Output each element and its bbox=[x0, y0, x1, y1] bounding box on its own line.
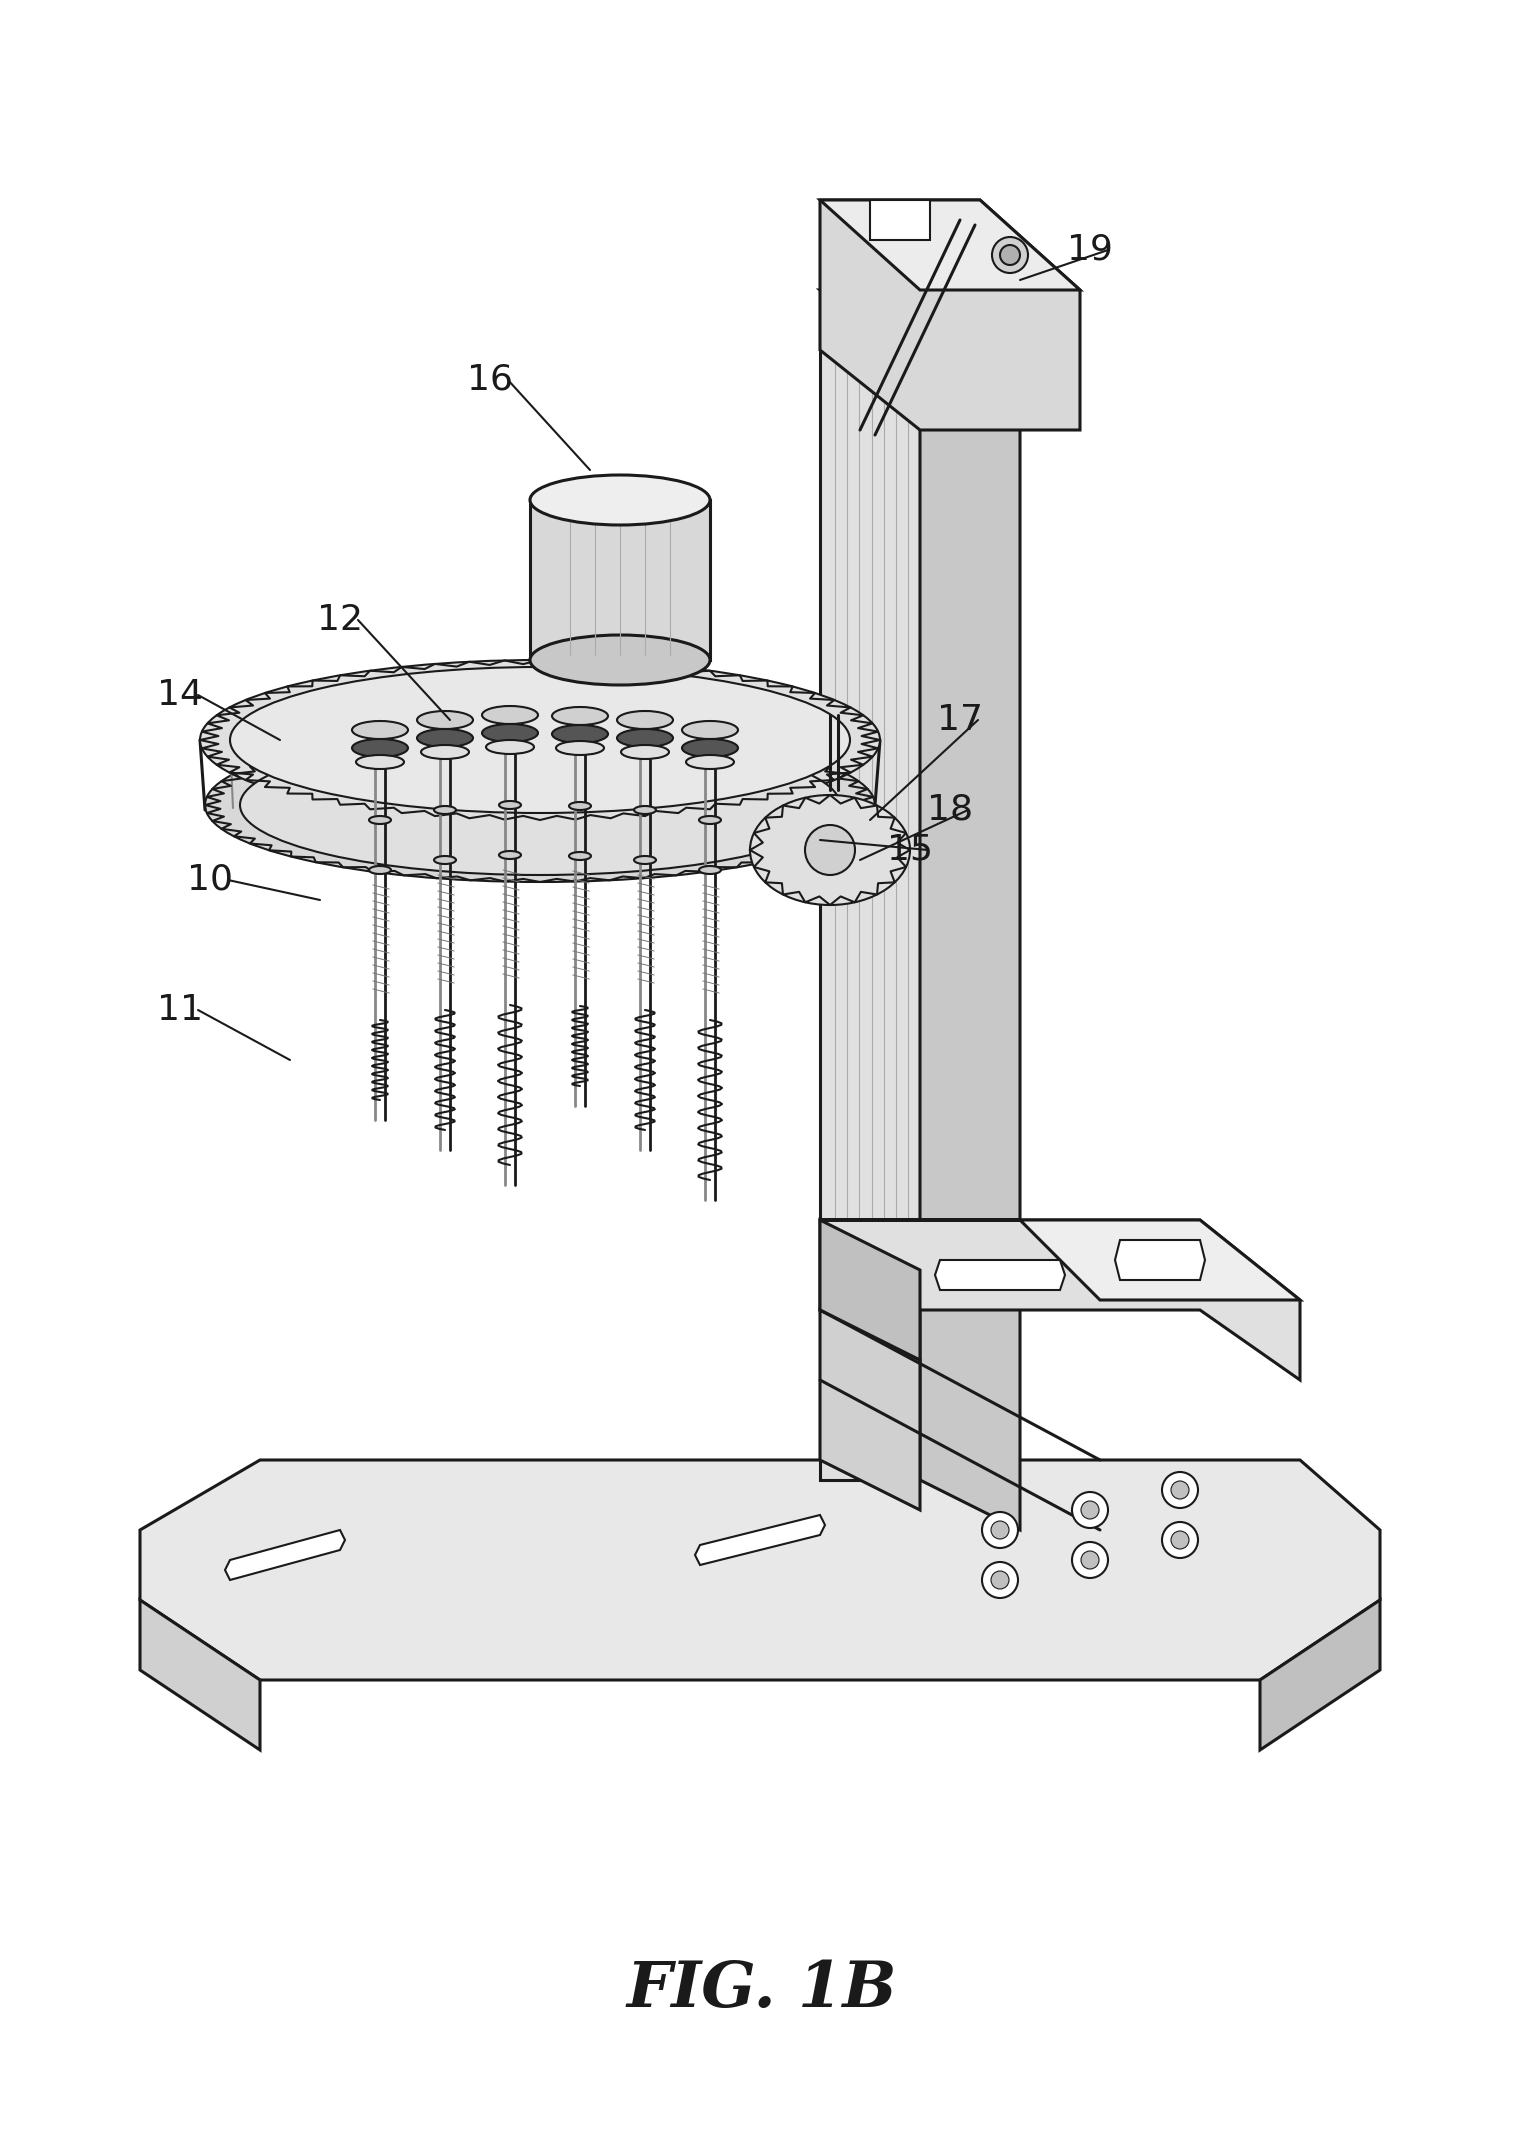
Text: 11: 11 bbox=[157, 992, 203, 1026]
Text: 16: 16 bbox=[466, 363, 514, 398]
Text: FIG. 1B: FIG. 1B bbox=[626, 1958, 898, 2020]
Polygon shape bbox=[870, 201, 930, 239]
Polygon shape bbox=[820, 201, 1081, 291]
Ellipse shape bbox=[352, 721, 408, 740]
Circle shape bbox=[1081, 1550, 1099, 1569]
Ellipse shape bbox=[686, 755, 735, 770]
Text: 15: 15 bbox=[887, 834, 933, 868]
Ellipse shape bbox=[620, 744, 669, 759]
Polygon shape bbox=[140, 1599, 261, 1751]
Ellipse shape bbox=[530, 635, 710, 684]
Circle shape bbox=[991, 1571, 1009, 1589]
Ellipse shape bbox=[683, 721, 738, 740]
Ellipse shape bbox=[200, 661, 879, 821]
Ellipse shape bbox=[530, 475, 710, 526]
Ellipse shape bbox=[352, 740, 408, 757]
Ellipse shape bbox=[683, 740, 738, 757]
Polygon shape bbox=[820, 1311, 920, 1509]
Ellipse shape bbox=[568, 853, 591, 859]
Text: 14: 14 bbox=[157, 678, 203, 712]
Polygon shape bbox=[140, 1460, 1381, 1680]
Circle shape bbox=[1081, 1501, 1099, 1518]
Polygon shape bbox=[820, 1221, 1300, 1379]
Ellipse shape bbox=[418, 712, 472, 729]
Ellipse shape bbox=[634, 806, 655, 815]
Ellipse shape bbox=[418, 729, 472, 746]
Ellipse shape bbox=[498, 851, 521, 859]
Ellipse shape bbox=[634, 855, 655, 864]
Circle shape bbox=[1071, 1541, 1108, 1578]
Polygon shape bbox=[1260, 1599, 1381, 1751]
Ellipse shape bbox=[482, 725, 538, 742]
Polygon shape bbox=[820, 1221, 1300, 1300]
Circle shape bbox=[1071, 1492, 1108, 1529]
Ellipse shape bbox=[434, 806, 456, 815]
Ellipse shape bbox=[357, 755, 404, 770]
Polygon shape bbox=[820, 201, 1081, 430]
Ellipse shape bbox=[421, 744, 469, 759]
Circle shape bbox=[1170, 1531, 1189, 1550]
Circle shape bbox=[1161, 1471, 1198, 1507]
Ellipse shape bbox=[369, 817, 392, 823]
Circle shape bbox=[1170, 1482, 1189, 1499]
Text: 19: 19 bbox=[1067, 233, 1113, 267]
Ellipse shape bbox=[556, 742, 604, 755]
Ellipse shape bbox=[434, 855, 456, 864]
Circle shape bbox=[1161, 1522, 1198, 1559]
Ellipse shape bbox=[750, 795, 910, 904]
Ellipse shape bbox=[552, 725, 608, 744]
Circle shape bbox=[1000, 246, 1020, 265]
Ellipse shape bbox=[552, 708, 608, 725]
Text: 17: 17 bbox=[937, 703, 983, 738]
Polygon shape bbox=[936, 1259, 1065, 1289]
Ellipse shape bbox=[617, 712, 674, 729]
Polygon shape bbox=[820, 291, 1020, 370]
Text: 12: 12 bbox=[317, 603, 363, 637]
Polygon shape bbox=[530, 500, 710, 661]
Ellipse shape bbox=[230, 667, 850, 812]
Ellipse shape bbox=[239, 735, 840, 874]
Polygon shape bbox=[920, 291, 1020, 1531]
Circle shape bbox=[991, 1520, 1009, 1539]
Ellipse shape bbox=[568, 802, 591, 810]
Circle shape bbox=[992, 237, 1029, 274]
Circle shape bbox=[805, 825, 855, 874]
Polygon shape bbox=[820, 1221, 920, 1360]
Circle shape bbox=[981, 1512, 1018, 1548]
Text: 10: 10 bbox=[187, 864, 233, 898]
Polygon shape bbox=[695, 1516, 824, 1565]
Text: 18: 18 bbox=[927, 793, 972, 827]
Ellipse shape bbox=[486, 740, 533, 755]
Polygon shape bbox=[820, 291, 920, 1479]
Ellipse shape bbox=[498, 802, 521, 808]
Circle shape bbox=[981, 1563, 1018, 1597]
Polygon shape bbox=[226, 1531, 344, 1580]
Ellipse shape bbox=[369, 866, 392, 874]
Ellipse shape bbox=[700, 817, 721, 823]
Ellipse shape bbox=[617, 729, 674, 746]
Polygon shape bbox=[1116, 1240, 1205, 1281]
Ellipse shape bbox=[482, 706, 538, 725]
Ellipse shape bbox=[700, 866, 721, 874]
Ellipse shape bbox=[206, 729, 875, 883]
